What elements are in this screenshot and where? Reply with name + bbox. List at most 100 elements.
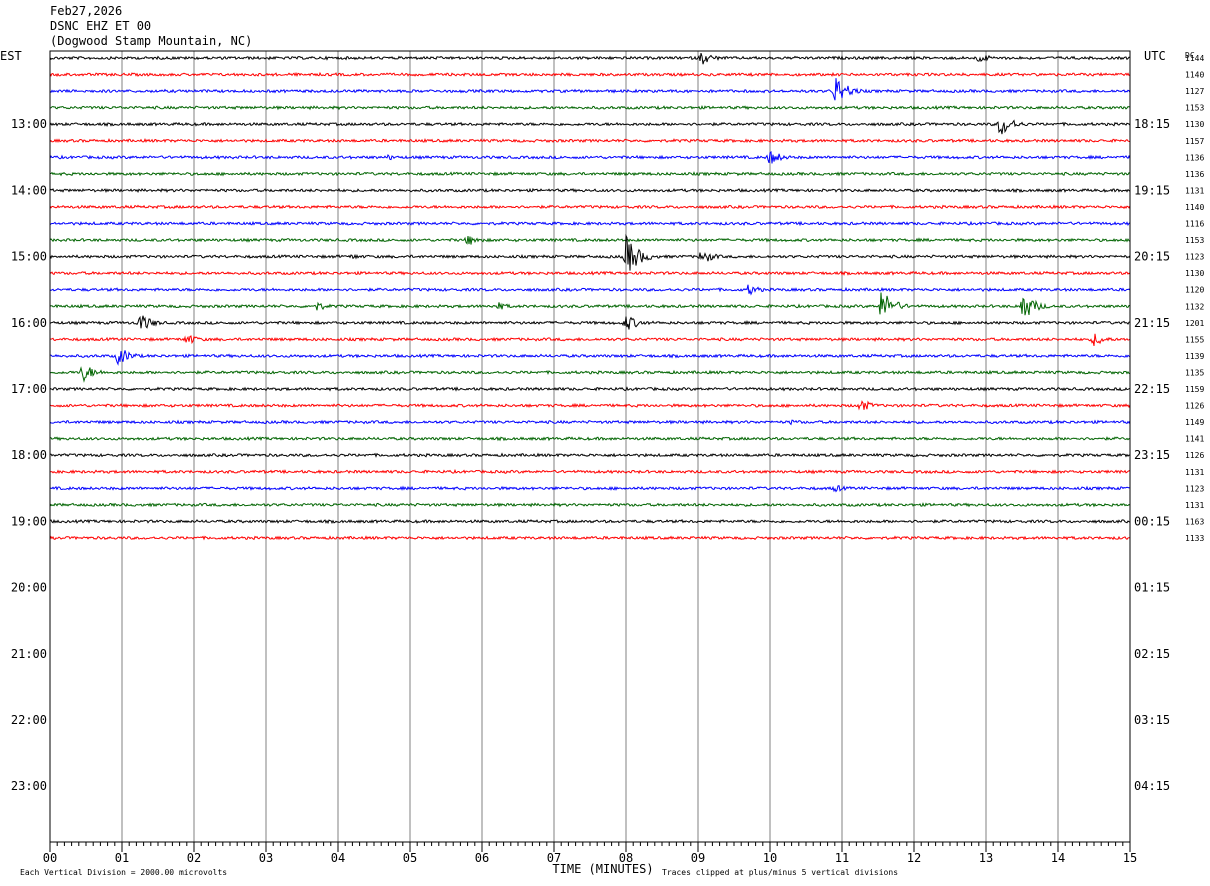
trace-row-22 [49, 400, 1131, 411]
trace-row-9 [49, 187, 1131, 194]
x-tick-label: 00 [43, 851, 57, 865]
trace-row-15 [49, 284, 1131, 296]
dc-value: 1157 [1185, 137, 1204, 146]
x-tick-label: 03 [259, 851, 273, 865]
dc-value: 1131 [1185, 501, 1204, 510]
utc-hour-labels: 18:15 19:15 20:15 21:15 22:15 23:15 00:15 01:15… [1134, 117, 1170, 793]
x-axis-title: TIME (MINUTES) [552, 862, 653, 876]
trace-row-21 [49, 386, 1131, 392]
trace-row-10 [49, 204, 1131, 210]
trace-row-17 [49, 315, 1131, 330]
dc-value: 1155 [1185, 335, 1204, 344]
time-axis: 00 01 02 03 04 05 06 07 08 09 10 11 12 13 14 15 [43, 842, 1137, 865]
trace-row-30 [49, 535, 1130, 541]
utc-axis-label: UTC [1144, 49, 1166, 63]
trace-row-16 [49, 292, 1131, 316]
dc-axis-label: DC [1185, 51, 1195, 60]
trace-row-25 [49, 452, 1131, 458]
trace-row-29 [49, 518, 1131, 525]
dc-value: 1116 [1185, 220, 1204, 229]
dc-value: 1136 [1185, 153, 1204, 162]
est-hour-label: 17:00 [11, 382, 47, 396]
x-tick-label: 09 [691, 851, 705, 865]
dc-value: 1133 [1185, 534, 1204, 543]
dc-value: 1131 [1185, 468, 1204, 477]
x-tick-label: 12 [907, 851, 921, 865]
dc-value: 1144 [1185, 54, 1204, 63]
trace-row-1 [49, 52, 1131, 65]
clip-note: Traces clipped at plus/minus 5 vertical … [662, 868, 898, 877]
est-axis-label: EST [0, 49, 22, 63]
x-tick-label: 02 [187, 851, 201, 865]
x-tick-label: 08 [619, 851, 633, 865]
dc-value: 1120 [1185, 286, 1204, 295]
plot-date: Feb27,2026 [50, 4, 123, 18]
dc-value: 1149 [1185, 418, 1204, 427]
est-hour-labels: 13:00 14:00 15:00 16:00 17:00 18:00 19:00 20:00… [11, 117, 47, 793]
est-hour-label: 18:00 [11, 448, 47, 462]
utc-hour-label: 04:15 [1134, 779, 1170, 793]
station-location: (Dogwood Stamp Mountain, NC) [50, 34, 253, 48]
dc-value: 1140 [1185, 71, 1204, 80]
x-tick-label: 13 [979, 851, 993, 865]
dc-value: 1130 [1185, 120, 1204, 129]
trace-row-8 [50, 171, 1131, 177]
trace-row-6 [49, 138, 1131, 144]
trace-row-4 [49, 104, 1131, 111]
dc-value: 1140 [1185, 203, 1204, 212]
est-hour-label: 13:00 [11, 117, 47, 131]
dc-value: 1139 [1185, 352, 1204, 361]
dc-value: 1141 [1185, 435, 1204, 444]
utc-hour-label: 20:15 [1134, 250, 1170, 264]
x-tick-label: 15 [1123, 851, 1137, 865]
utc-hour-label: 18:15 [1134, 117, 1170, 131]
dc-value: 1127 [1185, 87, 1204, 96]
x-tick-label: 01 [115, 851, 129, 865]
dc-value: 1131 [1185, 186, 1204, 195]
trace-row-5 [49, 119, 1131, 135]
scale-note: Each Vertical Division = 2000.00 microvo… [20, 868, 227, 877]
dc-value-labels: 1144 1140 1127 1153 1130 1157 1136 1136 1131 1140… [1185, 54, 1204, 543]
x-tick-label: 14 [1051, 851, 1065, 865]
dc-value: 1126 [1185, 451, 1204, 460]
trace-row-14 [49, 270, 1131, 276]
dc-value: 1135 [1185, 368, 1204, 377]
x-tick-label: 11 [835, 851, 849, 865]
utc-hour-label: 23:15 [1134, 448, 1170, 462]
dc-value: 1153 [1185, 236, 1204, 245]
x-tick-label: 07 [547, 851, 561, 865]
dc-value: 1123 [1185, 253, 1204, 262]
dc-value: 1123 [1185, 484, 1204, 493]
x-tick-label: 10 [763, 851, 777, 865]
station-name: DSNC EHZ ET 00 [50, 19, 152, 33]
trace-row-2 [49, 71, 1131, 78]
utc-hour-label: 01:15 [1134, 581, 1170, 595]
est-hour-label: 20:00 [11, 581, 47, 595]
utc-hour-label: 02:15 [1134, 647, 1170, 661]
dc-value: 1136 [1185, 170, 1204, 179]
trace-group [49, 52, 1131, 541]
est-hour-label: 15:00 [11, 250, 47, 264]
dc-value: 1159 [1185, 385, 1204, 394]
utc-hour-label: 00:15 [1134, 514, 1170, 528]
dc-value: 1201 [1185, 319, 1204, 328]
utc-hour-label: 19:15 [1134, 183, 1170, 197]
trace-row-11 [49, 220, 1131, 227]
trace-row-18 [50, 333, 1131, 346]
x-tick-label: 06 [475, 851, 489, 865]
trace-row-24 [50, 436, 1131, 442]
trace-row-20 [49, 366, 1130, 383]
trace-row-26 [50, 468, 1131, 475]
est-hour-label: 21:00 [11, 647, 47, 661]
trace-row-12 [49, 236, 1131, 245]
x-tick-label: 04 [331, 851, 345, 865]
utc-hour-label: 22:15 [1134, 382, 1170, 396]
trace-row-28 [49, 502, 1131, 508]
trace-row-27 [49, 485, 1131, 493]
utc-hour-label: 03:15 [1134, 713, 1170, 727]
plot-frame [49, 50, 1131, 843]
trace-row-19 [50, 350, 1131, 366]
dc-value: 1163 [1185, 517, 1204, 526]
est-hour-label: 14:00 [11, 183, 47, 197]
